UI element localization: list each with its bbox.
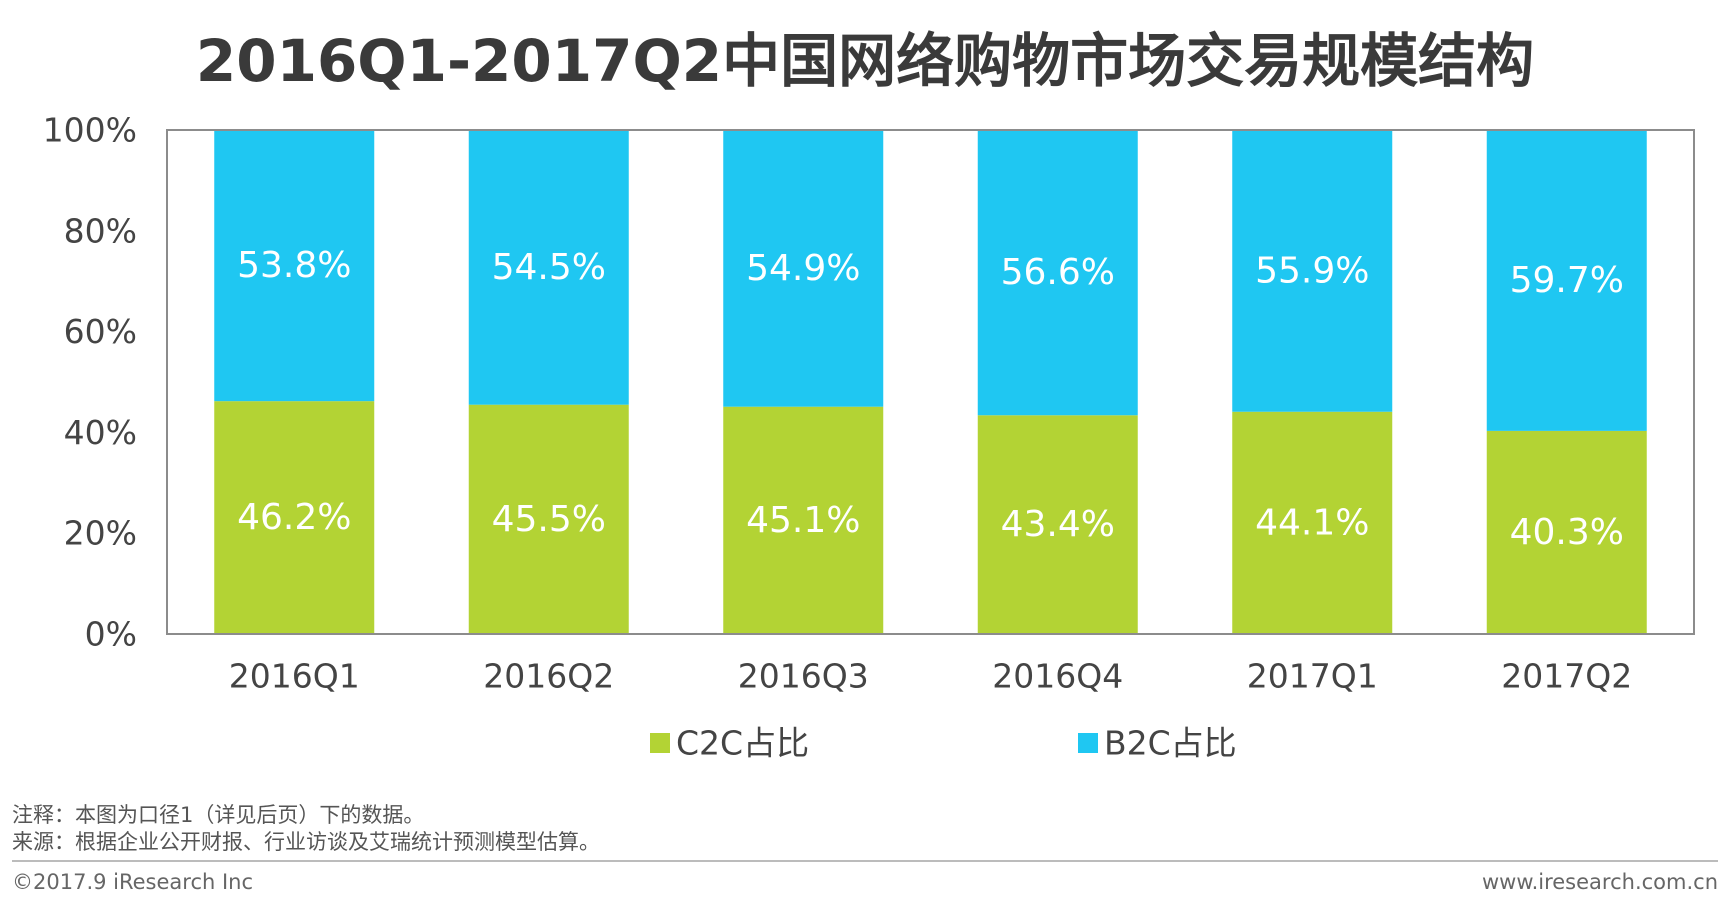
data-label-c2c-2016Q4: 43.4% [1001,504,1115,545]
data-label-c2c-2017Q2: 40.3% [1510,512,1624,553]
data-labels-layer: 46.2% 53.8% 45.5% 54.5% 45.1% 54.9% 43.4% 56.6%… [237,245,1624,553]
data-label-c2c-2016Q1: 46.2% [237,497,351,538]
x-tick-label: 2017Q1 [1247,657,1378,696]
bar-b2c-2016Q3 [723,130,884,407]
data-label-b2c-2016Q2: 54.5% [492,247,606,288]
y-tick-label: 100% [43,111,137,150]
legend-label-c2c: C2C占比 [676,724,809,763]
data-label-b2c-2017Q2: 59.7% [1510,260,1624,301]
stacked-bar-chart: 46.2% 53.8% 45.5% 54.5% 45.1% 54.9% 43.4% 56.6%… [43,111,1695,763]
bar-b2c-2017Q2 [1486,130,1647,431]
x-tick-label: 2016Q3 [738,657,869,696]
bar-b2c-2016Q4 [977,130,1138,416]
footer-note: 注释：本图为口径1（详见后页）下的数据。 [12,803,425,827]
x-tick-label: 2016Q2 [483,657,614,696]
footer-divider [12,860,1718,862]
footer-website: www.iresearch.com.cn [1481,870,1718,894]
y-tick-label: 80% [64,211,137,250]
bar-c2c-2016Q1 [214,401,375,634]
bar-b2c-2017Q1 [1232,130,1393,412]
data-label-c2c-2016Q3: 45.1% [746,500,860,541]
bar-c2c-2017Q1 [1232,411,1393,634]
y-tick-label: 40% [64,413,137,452]
bar-c2c-2016Q2 [468,404,629,634]
y-tick-label: 20% [64,514,137,553]
legend-label-b2c: B2C占比 [1104,724,1237,763]
data-label-b2c-2016Q1: 53.8% [237,245,351,286]
footer-copyright: ©2017.9 iResearch Inc [12,870,254,894]
data-label-c2c-2016Q2: 45.5% [492,499,606,540]
bar-b2c-2016Q2 [468,130,629,405]
footer-notes: 注释：本图为口径1（详见后页）下的数据。 来源：根据企业公开财报、行业访谈及艾瑞… [12,802,600,856]
y-axis: 0% 20% 40% 60% 80% 100% [43,111,137,654]
bar-c2c-2016Q3 [723,406,884,634]
bar-b2c-2016Q1 [214,130,375,402]
x-tick-label: 2016Q1 [229,657,360,696]
x-tick-label: 2017Q2 [1501,657,1632,696]
data-label-b2c-2017Q1: 55.9% [1255,250,1369,291]
legend-swatch-c2c [650,733,670,753]
bar-c2c-2016Q4 [977,415,1138,634]
footer-source: 来源：根据企业公开财报、行业访谈及艾瑞统计预测模型估算。 [12,830,600,854]
bar-c2c-2017Q2 [1486,430,1647,634]
chart-title: 2016Q1-2017Q2中国网络购物市场交易规模结构 [195,27,1535,95]
x-tick-label: 2016Q4 [992,657,1123,696]
legend-swatch-b2c [1078,733,1098,753]
y-tick-label: 0% [85,615,137,654]
legend: C2C占比 B2C占比 [650,724,1237,763]
x-axis: 2016Q1 2016Q2 2016Q3 2016Q4 2017Q1 2017Q2 [229,657,1632,696]
y-tick-label: 60% [64,312,137,351]
data-label-b2c-2016Q3: 54.9% [746,248,860,289]
bars-layer [214,130,1647,634]
plot-area-frame [166,129,1695,635]
data-label-c2c-2017Q1: 44.1% [1255,502,1369,543]
data-label-b2c-2016Q4: 56.6% [1001,252,1115,293]
